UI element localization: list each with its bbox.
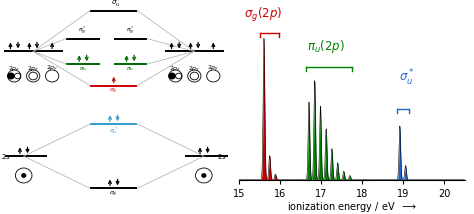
- Text: $2s$: $2s$: [1, 152, 10, 161]
- Text: $\sigma_u^*$: $\sigma_u^*$: [111, 0, 121, 10]
- Circle shape: [169, 73, 175, 79]
- Text: $\pi_g^*$: $\pi_g^*$: [126, 25, 135, 37]
- Text: $2p_z$: $2p_z$: [8, 64, 20, 73]
- Circle shape: [202, 174, 206, 177]
- Text: $2s$: $2s$: [217, 152, 227, 161]
- Text: $\pi_u$: $\pi_u$: [126, 65, 135, 73]
- Circle shape: [8, 73, 14, 79]
- Text: $\pi_u$: $\pi_u$: [79, 65, 87, 73]
- Text: $2p_x$: $2p_x$: [188, 64, 201, 73]
- Text: $\sigma_u^*$: $\sigma_u^*$: [109, 125, 118, 136]
- Text: $\sigma_u^*$: $\sigma_u^*$: [400, 68, 415, 88]
- Text: $\pi_u(2p)$: $\pi_u(2p)$: [307, 38, 345, 55]
- X-axis label: ionization energy / eV  $\longrightarrow$: ionization energy / eV $\longrightarrow$: [287, 200, 417, 214]
- Text: $\sigma_g$: $\sigma_g$: [109, 87, 118, 96]
- Text: $2p_x$: $2p_x$: [27, 64, 39, 73]
- Text: $\sigma_g(2p)$: $\sigma_g(2p)$: [244, 6, 282, 24]
- Text: $\pi_g^*$: $\pi_g^*$: [79, 25, 87, 37]
- Text: $2p_z$: $2p_z$: [169, 64, 182, 73]
- Text: $\sigma_g$: $\sigma_g$: [109, 189, 118, 199]
- Text: $2p_y$: $2p_y$: [46, 64, 58, 74]
- Text: $2p_y$: $2p_y$: [207, 64, 219, 74]
- Circle shape: [22, 174, 26, 177]
